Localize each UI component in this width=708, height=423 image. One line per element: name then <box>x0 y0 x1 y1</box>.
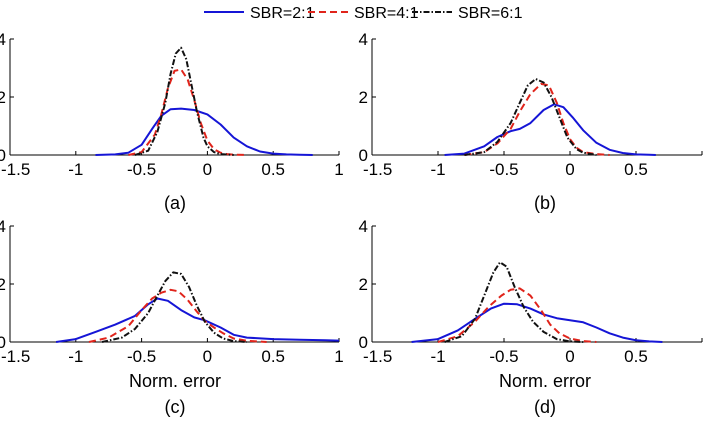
y-tick-label: 2 <box>359 88 368 107</box>
x-tick-label: -1.5 <box>363 160 392 179</box>
y-tick-label: 4 <box>0 217 6 236</box>
x-axis-label: Norm. error <box>499 371 591 391</box>
x-tick-label: -1 <box>430 347 445 366</box>
y-tick-label: 0 <box>359 333 368 352</box>
panel-3: -1.5 -1 -0.5 0 0.5 1 0 2 4 Norm. error (c) <box>0 217 344 417</box>
y-tick-label: 0 <box>359 146 368 165</box>
series-line-sbr-2-1 <box>444 103 656 156</box>
series-line-sbr-4-1 <box>437 287 597 343</box>
y-tick-label: 2 <box>0 88 6 107</box>
series-line-sbr-6-1 <box>134 46 234 156</box>
legend-label-2: SBR=4:1 <box>354 5 419 22</box>
x-tick-label: -0.5 <box>489 347 518 366</box>
panel-caption: (a) <box>164 193 186 213</box>
x-tick-label: -1 <box>430 160 445 179</box>
panel-4: -1.5 -1 -0.5 0 0.5 0 2 4 Norm. error (d) <box>359 217 703 417</box>
series-line-sbr-6-1 <box>444 261 584 343</box>
x-tick-label: -0.5 <box>127 160 156 179</box>
legend-label-1: SBR=2:1 <box>250 5 315 22</box>
x-tick-label: 0 <box>565 160 574 179</box>
legend: SBR=2:1 SBR=4:1 SBR=6:1 <box>204 5 523 22</box>
legend-label-3: SBR=6:1 <box>458 5 523 22</box>
y-tick-label: 4 <box>359 30 368 49</box>
x-tick-label: -1.5 <box>1 347 30 366</box>
x-tick-label: 0.5 <box>624 160 648 179</box>
x-tick-label: -1.5 <box>363 347 392 366</box>
series-line-sbr-4-1 <box>88 288 267 343</box>
x-tick-label: 1 <box>334 347 343 366</box>
y-tick-label: 4 <box>359 217 368 236</box>
y-tick-label: 0 <box>0 146 6 165</box>
panel-caption: (d) <box>534 397 556 417</box>
x-tick-label: 0 <box>203 160 212 179</box>
x-tick-label: 0.5 <box>624 347 648 366</box>
x-tick-label: -0.5 <box>489 160 518 179</box>
panel-caption: (c) <box>165 397 186 417</box>
y-tick-label: 0 <box>0 333 6 352</box>
y-tick-label: 4 <box>0 30 6 49</box>
x-tick-label: 0.5 <box>261 347 285 366</box>
panel-caption: (b) <box>534 193 556 213</box>
x-tick-label: 0 <box>203 347 212 366</box>
series-line-sbr-2-1 <box>55 297 340 343</box>
x-tick-label: -1 <box>68 160 83 179</box>
series-line-sbr-6-1 <box>101 271 247 343</box>
y-tick-label: 2 <box>0 275 6 294</box>
y-tick-label: 2 <box>359 275 368 294</box>
series-line-sbr-4-1 <box>128 68 247 156</box>
x-tick-label: 0.5 <box>261 160 285 179</box>
series-line-sbr-2-1 <box>95 107 313 156</box>
x-axis-label: Norm. error <box>129 371 221 391</box>
series-line-sbr-6-1 <box>464 78 597 156</box>
x-tick-label: -1.5 <box>1 160 30 179</box>
series-line-sbr-2-1 <box>411 302 663 343</box>
x-tick-label: 1 <box>334 160 343 179</box>
x-tick-label: -1 <box>68 347 83 366</box>
panel-1: -1.5 -1 -0.5 0 0.5 1 0 2 4 (a) <box>0 30 344 213</box>
x-tick-label: 0 <box>565 347 574 366</box>
x-tick-label: -0.5 <box>127 347 156 366</box>
panel-2: -1.5 -1 -0.5 0 0.5 0 2 4 (b) <box>359 30 703 213</box>
